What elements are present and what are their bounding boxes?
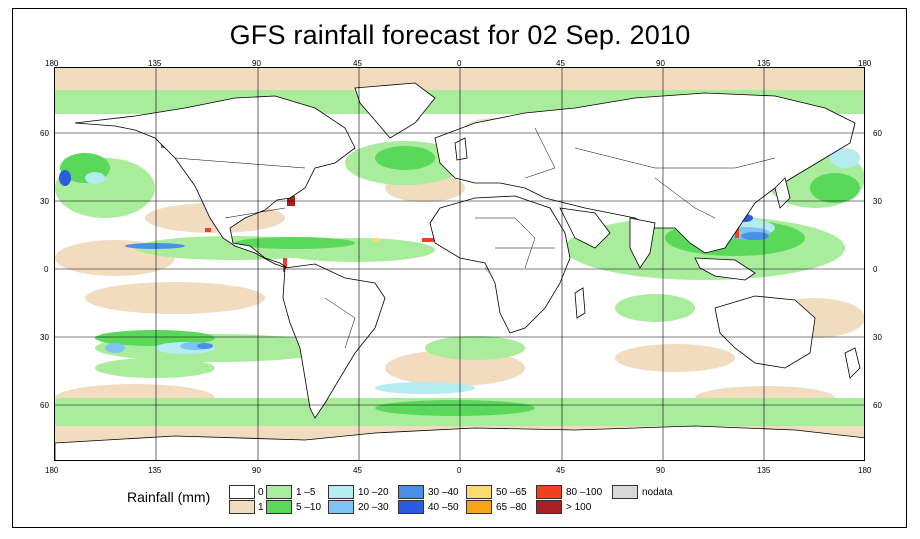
lat-tick-right: 60: [873, 401, 882, 410]
lon-tick-bottom: 180: [858, 466, 872, 475]
lon-tick-top: 90: [252, 59, 261, 68]
lat-tick-right: 0: [873, 265, 878, 274]
legend-swatch: [398, 500, 424, 514]
lon-tick-bottom: 0: [457, 466, 462, 475]
legend-swatch: [266, 485, 292, 499]
legend-swatch: [466, 485, 492, 499]
legend-label: > 100: [566, 502, 592, 513]
lat-tick-left: 60: [40, 401, 49, 410]
lon-tick-top: 45: [556, 59, 565, 68]
legend-swatch: [328, 485, 354, 499]
legend-swatch: [229, 500, 255, 514]
legend-label: 20 –30: [358, 502, 389, 513]
legend-swatch: [612, 485, 638, 499]
lon-tick-bottom: 135: [757, 466, 771, 475]
legend-label: 1: [258, 502, 264, 513]
lat-tick-right: 30: [873, 197, 882, 206]
legend-swatch: [229, 485, 255, 499]
rain-30-50mm-layer: [59, 170, 769, 349]
lat-tick-right: 30: [873, 333, 882, 342]
legend-swatch: [536, 500, 562, 514]
legend-label: 1 –5: [296, 487, 316, 498]
legend-title: Rainfall (mm): [127, 489, 211, 505]
legend-swatch: [536, 485, 562, 499]
legend-label: 5 –10: [296, 502, 322, 513]
lon-tick-top: 180: [858, 59, 872, 68]
figure-frame: [12, 8, 907, 528]
rainfall-map: [54, 67, 865, 461]
legend-label: 10 –20: [358, 487, 389, 498]
lon-tick-top: 135: [757, 59, 771, 68]
lat-tick-left: 0: [44, 265, 49, 274]
lat-tick-left: 30: [40, 197, 49, 206]
rainfall-map-svg: [55, 68, 864, 460]
lat-tick-right: 60: [873, 129, 882, 138]
lon-tick-top: 0: [457, 59, 462, 68]
legend-swatch: [266, 500, 292, 514]
lon-tick-bottom: 90: [656, 466, 665, 475]
lat-tick-left: 60: [40, 129, 49, 138]
legend-label: 50 –65: [496, 487, 527, 498]
graticule: [55, 68, 864, 460]
lon-tick-bottom: 45: [556, 466, 565, 475]
legend-label: 30 –40: [428, 487, 459, 498]
legend-swatch: [466, 500, 492, 514]
lon-tick-top: 90: [656, 59, 665, 68]
country-borders: [174, 127, 776, 349]
lon-tick-bottom: 180: [45, 466, 59, 475]
lon-tick-top: 135: [148, 59, 162, 68]
lat-tick-left: 30: [40, 333, 49, 342]
lon-tick-top: 45: [353, 59, 362, 68]
legend-label: 40 –50: [428, 502, 459, 513]
legend-label: 0: [258, 487, 264, 498]
lon-tick-bottom: 45: [353, 466, 362, 475]
legend-label: 65 –80: [496, 502, 527, 513]
map-title: GFS rainfall forecast for 02 Sep. 2010: [229, 20, 691, 50]
legend-label: nodata: [642, 487, 673, 498]
lon-tick-bottom: 90: [252, 466, 261, 475]
lon-tick-top: 180: [45, 59, 59, 68]
legend-swatch: [328, 500, 354, 514]
lon-tick-bottom: 135: [148, 466, 162, 475]
legend-swatch: [398, 485, 424, 499]
legend-label: 80 –100: [566, 487, 603, 498]
